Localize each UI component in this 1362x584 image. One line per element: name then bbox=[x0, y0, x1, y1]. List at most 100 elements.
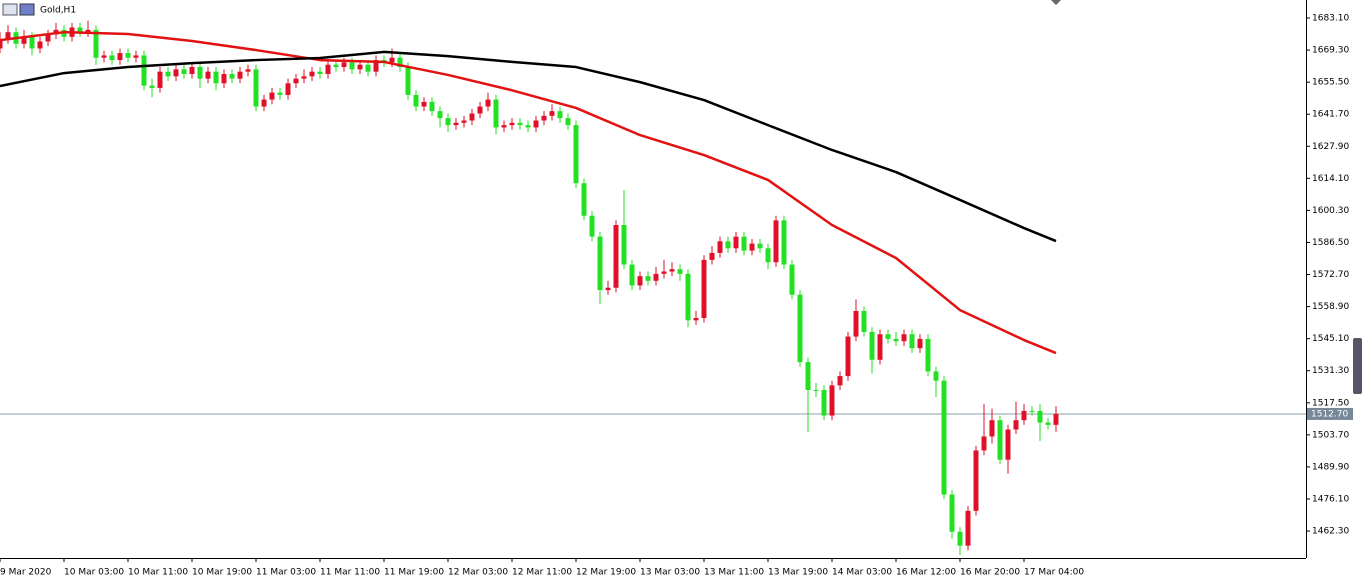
candle-body bbox=[557, 111, 563, 119]
candle-body bbox=[213, 71, 219, 84]
candle-body bbox=[725, 241, 731, 249]
x-tick-label: 16 Mar 20:00 bbox=[960, 568, 1020, 578]
candle-body bbox=[789, 264, 795, 295]
candle-body bbox=[629, 264, 635, 286]
candle-body bbox=[693, 317, 699, 321]
candle-body bbox=[1037, 410, 1043, 423]
candle-body bbox=[517, 122, 523, 126]
symbol-icons bbox=[2, 3, 35, 16]
candle-body bbox=[365, 64, 371, 72]
candle-body bbox=[541, 115, 547, 121]
candle-body bbox=[917, 338, 923, 349]
x-tick-label: 10 Mar 11:00 bbox=[128, 568, 188, 578]
candle-body bbox=[349, 62, 355, 70]
candle-body bbox=[533, 120, 539, 128]
y-tick-label: 1586.50 bbox=[1312, 238, 1349, 248]
candle-body bbox=[765, 248, 771, 263]
candle-body bbox=[37, 41, 43, 49]
price-label: 1512.70 bbox=[1311, 409, 1348, 419]
candle-body bbox=[269, 92, 275, 100]
x-tick-label: 10 Mar 19:00 bbox=[192, 568, 252, 578]
y-tick-label: 1462.30 bbox=[1312, 527, 1349, 537]
x-tick-label: 12 Mar 11:00 bbox=[512, 568, 572, 578]
candle-body bbox=[277, 92, 283, 95]
candle-body bbox=[325, 64, 331, 75]
candle-body bbox=[581, 183, 587, 216]
candle-body bbox=[733, 236, 739, 249]
candle-body bbox=[861, 311, 867, 332]
candle-body bbox=[1053, 413, 1059, 425]
candle-body bbox=[645, 276, 651, 281]
candle-body bbox=[973, 450, 979, 511]
moving-average bbox=[0, 50, 1057, 243]
candle-body bbox=[893, 338, 899, 342]
candle-body bbox=[141, 55, 147, 86]
candle-body bbox=[101, 55, 107, 58]
candle-body bbox=[669, 269, 675, 272]
candle-body bbox=[981, 436, 987, 451]
candle-body bbox=[1021, 410, 1027, 421]
icon bbox=[2, 3, 18, 16]
candle-body bbox=[485, 99, 491, 107]
candle-body bbox=[357, 64, 363, 70]
candle-body bbox=[221, 74, 227, 84]
icon bbox=[19, 3, 35, 16]
y-tick-label: 1489.90 bbox=[1312, 462, 1349, 472]
y-tick-label: 1641.70 bbox=[1312, 110, 1349, 120]
candle-body bbox=[869, 331, 875, 360]
candle-body bbox=[653, 273, 659, 281]
candle-body bbox=[829, 385, 835, 416]
candle-body bbox=[949, 494, 955, 532]
candle-body bbox=[1013, 420, 1019, 430]
x-tick-label: 13 Mar 03:00 bbox=[640, 568, 700, 578]
x-tick-label: 11 Mar 19:00 bbox=[384, 568, 444, 578]
candle-body bbox=[309, 71, 315, 77]
candle-body bbox=[565, 118, 571, 126]
candle-body bbox=[813, 390, 819, 392]
candle-body bbox=[853, 311, 859, 337]
candle-body bbox=[205, 71, 211, 79]
candle-body bbox=[589, 215, 595, 237]
candle-body bbox=[245, 69, 251, 72]
candle-body bbox=[405, 67, 411, 95]
candle-body bbox=[165, 71, 171, 77]
y-tick-label: 1627.90 bbox=[1312, 142, 1349, 152]
candle-body bbox=[197, 67, 203, 79]
candle-body bbox=[453, 122, 459, 126]
candle-body bbox=[717, 241, 723, 253]
candle-body bbox=[837, 376, 843, 386]
candle-body bbox=[885, 334, 891, 339]
candle-body bbox=[805, 362, 811, 391]
candle-body bbox=[925, 338, 931, 372]
candle-body bbox=[333, 64, 339, 68]
y-tick-label: 1503.70 bbox=[1312, 430, 1349, 440]
candle-body bbox=[701, 259, 707, 318]
candle-body bbox=[549, 111, 555, 116]
candle-body bbox=[493, 99, 499, 128]
scroll-handle[interactable] bbox=[1353, 338, 1362, 394]
candle-body bbox=[637, 276, 643, 286]
candle-body bbox=[45, 34, 51, 42]
candle-body bbox=[5, 32, 11, 40]
candle-body bbox=[317, 71, 323, 75]
candle-body bbox=[413, 94, 419, 107]
candle-body bbox=[469, 113, 475, 121]
candle-body bbox=[877, 334, 883, 360]
x-tick-label: 11 Mar 03:00 bbox=[256, 568, 316, 578]
price-label-bg bbox=[1307, 407, 1353, 420]
candle-body bbox=[93, 29, 99, 58]
candle-body bbox=[229, 74, 235, 79]
candle-body bbox=[845, 336, 851, 377]
y-tick-label: 1558.90 bbox=[1312, 302, 1349, 312]
candle-body bbox=[421, 101, 427, 107]
candle-body bbox=[605, 287, 611, 291]
candle-body bbox=[749, 243, 755, 251]
candle-body bbox=[77, 27, 83, 33]
candle-body bbox=[0, 39, 3, 49]
candle-body bbox=[709, 252, 715, 260]
x-tick-label: 9 Mar 2020 bbox=[0, 568, 52, 578]
candle-body bbox=[149, 85, 155, 88]
candle-body bbox=[285, 83, 291, 95]
candle-body bbox=[933, 371, 939, 381]
